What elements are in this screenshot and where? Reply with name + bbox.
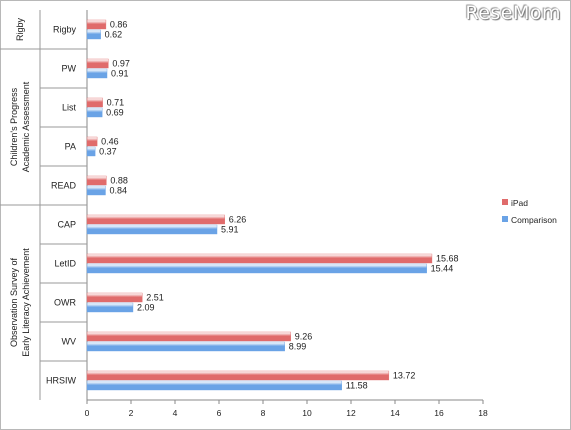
category-label: READ [51, 181, 77, 191]
bar-comparison [86, 146, 96, 157]
group-label: Rigby [15, 17, 25, 41]
x-tick-label: 0 [85, 408, 90, 418]
bar-comparison [86, 263, 427, 274]
legend-swatch-comparison [502, 216, 508, 222]
legend-swatch-ipad [502, 199, 508, 205]
x-tick-label: 6 [217, 408, 222, 418]
x-tick-label: 12 [346, 408, 356, 418]
group-label-line: Rigby [15, 17, 25, 41]
bar-comparison [86, 341, 285, 352]
x-tick-label: 16 [434, 408, 444, 418]
x-tick-label: 18 [478, 408, 488, 418]
value-label: 0.46 [101, 137, 119, 147]
value-label: 13.72 [393, 371, 416, 381]
bar-comparison [86, 68, 108, 79]
value-label: 0.69 [106, 108, 124, 118]
value-label: 0.62 [105, 30, 123, 40]
category-label: WV [62, 337, 77, 347]
value-label: 15.44 [431, 264, 454, 274]
group-label-line: Observation Survey of [9, 257, 19, 347]
bar-ipad [86, 19, 107, 30]
bar-ipad [86, 175, 107, 186]
legend-label: iPad [511, 198, 528, 208]
value-label: 0.37 [99, 147, 117, 157]
x-tick-label: 2 [129, 408, 134, 418]
bar-comparison [86, 185, 106, 196]
group-label: Children's Progress Academic Assessment [9, 81, 31, 172]
value-label: 5.91 [221, 225, 239, 235]
bar-ipad [86, 253, 433, 264]
bar-ipad [86, 214, 225, 225]
watermark-logo: ReseMom [465, 2, 561, 24]
bar-ipad [86, 136, 98, 147]
category-label: PW [62, 64, 77, 74]
value-label: 0.84 [109, 186, 127, 196]
category-label: List [62, 103, 77, 113]
bar-ipad [86, 331, 291, 342]
value-label: 15.68 [436, 254, 459, 264]
category-label: Rigby [53, 25, 77, 35]
value-label: 11.58 [346, 381, 368, 391]
category-label: HRSIW [46, 376, 77, 386]
legend-label: Comparison [511, 215, 557, 225]
bar-ipad [86, 97, 103, 108]
group-label-line: Early Literacy Achievement [21, 248, 31, 357]
value-label: 0.88 [110, 176, 128, 186]
value-label: 9.26 [295, 332, 313, 342]
x-tick-label: 14 [390, 408, 400, 418]
group-label: Observation Survey of Early Literacy Achi… [9, 248, 31, 357]
value-label: 0.86 [110, 20, 128, 30]
bar-ipad [86, 370, 390, 381]
group-label-line: Children's Progress [9, 87, 19, 166]
value-label: 6.26 [229, 215, 247, 225]
category-label: PA [65, 142, 76, 152]
value-label: 2.51 [146, 293, 164, 303]
group-label-line: Academic Assessment [21, 81, 31, 172]
value-label: 0.91 [111, 69, 129, 79]
bar-comparison [86, 224, 218, 235]
value-label: 0.97 [112, 59, 130, 69]
category-label: LetID [54, 259, 76, 269]
x-tick-label: 8 [261, 408, 266, 418]
bar-comparison [86, 380, 342, 391]
bar-comparison [86, 29, 101, 40]
bar-comparison [86, 107, 103, 118]
value-label: 0.71 [107, 98, 125, 108]
category-label: OWR [54, 298, 76, 308]
x-tick-label: 4 [173, 408, 178, 418]
bar-ipad [86, 58, 109, 69]
category-label: CAP [57, 220, 76, 230]
bar-comparison [86, 302, 134, 313]
x-tick-label: 10 [302, 408, 312, 418]
value-label: 8.99 [289, 342, 307, 352]
bar-ipad [86, 292, 143, 303]
value-label: 2.09 [137, 303, 155, 313]
